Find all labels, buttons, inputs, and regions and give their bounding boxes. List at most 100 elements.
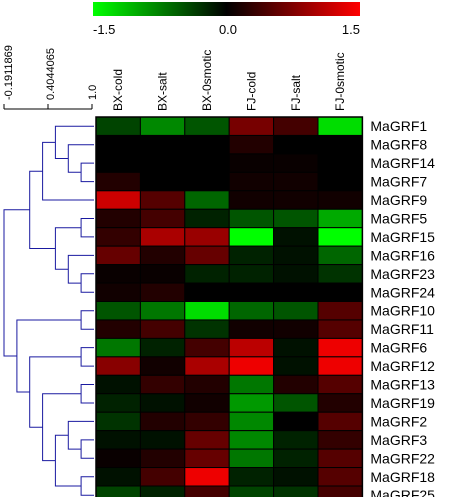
heatmap-border <box>95 116 364 497</box>
heatmap-cell <box>273 301 319 321</box>
dendrogram-branch <box>80 384 94 404</box>
row-label: MaGRF2 <box>370 413 427 429</box>
heatmap-cell <box>139 411 186 432</box>
dendrogram-branch <box>80 347 94 367</box>
heatmap-cell <box>273 467 319 487</box>
heatmap-cell <box>228 208 275 229</box>
heatmap-cell <box>184 448 230 469</box>
heatmap-cell <box>139 430 186 450</box>
heatmap-cell <box>317 171 363 192</box>
heatmap-cell <box>184 190 230 210</box>
dendrogram-branch <box>80 218 94 238</box>
dendrogram-branch <box>80 439 94 459</box>
heatmap-cell <box>184 467 230 487</box>
column-label: BX-cold <box>111 69 125 111</box>
row-label: MaGRF19 <box>370 395 435 411</box>
row-label: MaGRF24 <box>370 284 435 300</box>
row-label: MaGRF22 <box>370 450 435 466</box>
column-labels: BX-cold BX-salt BX-0smotic FJ-cold FJ-salt FJ… <box>111 50 347 111</box>
dendrogram-branch <box>16 319 82 393</box>
heatmap-cell <box>228 430 275 450</box>
colorbar-gradient <box>93 2 360 16</box>
heatmap-cell <box>95 208 141 229</box>
heatmap-cell <box>95 337 141 358</box>
heatmap-cell <box>228 467 275 487</box>
heatmap-cell <box>95 356 141 376</box>
heatmap-cell <box>228 282 275 302</box>
row-label: MaGRF3 <box>370 432 427 448</box>
heatmap-cell <box>228 264 275 284</box>
heatmap-cell <box>317 430 363 450</box>
heatmap-cell <box>273 337 319 358</box>
heatmap-cell <box>317 227 363 247</box>
heatmap-cell <box>139 208 186 229</box>
row-label: MaGRF10 <box>370 303 435 319</box>
heatmap-cell <box>317 411 363 432</box>
scale-tick-label: 1.0 <box>87 85 99 100</box>
row-dendrogram <box>3 125 94 496</box>
heatmap-cell <box>95 467 141 487</box>
dendrogram-branch <box>80 162 94 183</box>
heatmap-cell <box>317 337 363 358</box>
heatmap-cell <box>228 448 275 469</box>
heatmap-cell <box>139 337 186 358</box>
heatmap-cell <box>273 411 319 432</box>
dendrogram-scale: -0.1911869 0.4044065 1.0 <box>3 45 99 110</box>
heatmap-cell <box>228 319 275 339</box>
dendrogram-branch <box>29 356 82 428</box>
heatmap-cell <box>317 190 363 210</box>
heatmap-cell <box>184 319 230 339</box>
heatmap-cell <box>139 134 186 155</box>
heatmap-cell <box>95 319 141 339</box>
heatmap-cell <box>139 301 186 321</box>
row-label: MaGRF11 <box>370 321 434 337</box>
heatmap-cell <box>184 134 230 155</box>
heatmap-cell <box>95 448 141 469</box>
colorbar-tick-mid: 0.0 <box>219 22 237 37</box>
column-label: BX-salt <box>156 72 170 111</box>
heatmap-cell <box>317 448 363 469</box>
row-label: MaGRF1 <box>370 118 427 134</box>
heatmap-cell <box>228 301 275 321</box>
heatmap-cell <box>184 282 230 302</box>
scale-tick-label: 0.4044065 <box>45 48 57 100</box>
heatmap-cell <box>317 134 363 155</box>
heatmap-cell <box>273 356 319 376</box>
heatmap-cell <box>95 301 141 321</box>
heatmap-cell <box>228 134 275 155</box>
row-labels: MaGRF1 MaGRF8 MaGRF14 MaGRF7 MaGRF9 MaGRF5 MaG… <box>370 118 435 497</box>
heatmap-cell <box>317 245 363 266</box>
heatmap-cell <box>139 448 186 469</box>
heatmap-cell <box>228 153 275 173</box>
heatmap-cell <box>228 227 275 247</box>
heatmap-cell <box>139 190 186 210</box>
colorbar-tick-low: -1.5 <box>93 22 115 37</box>
heatmap-cell <box>139 171 186 192</box>
heatmap-cell <box>139 374 186 395</box>
heatmap-cell <box>95 171 141 192</box>
heatmap-cell <box>273 485 319 497</box>
heatmap-cell <box>317 374 363 395</box>
heatmap-cell <box>273 227 319 247</box>
heatmap-cell <box>273 393 319 413</box>
heatmap-cell <box>184 171 230 192</box>
row-label: MaGRF5 <box>370 211 427 227</box>
dendrogram-branch <box>80 310 94 330</box>
heatmap-cell <box>139 319 186 339</box>
heatmap-cell <box>317 485 363 497</box>
heatmap-cell <box>184 337 230 358</box>
heatmap-cell <box>273 171 319 192</box>
row-label: MaGRF23 <box>370 266 435 282</box>
heatmap-cell <box>273 264 319 284</box>
row-label: MaGRF14 <box>370 155 435 171</box>
heatmap-cell <box>317 153 363 173</box>
row-label: MaGRF6 <box>370 340 427 356</box>
heatmap-cell <box>317 264 363 284</box>
heatmap-cell <box>184 116 230 136</box>
heatmap-cell <box>95 282 141 302</box>
heatmap-cell <box>184 430 230 450</box>
column-label: BX-0smotic <box>200 50 214 111</box>
heatmap-cell <box>273 134 319 155</box>
heatmap-cells <box>95 116 364 497</box>
heatmap-cell <box>184 301 230 321</box>
